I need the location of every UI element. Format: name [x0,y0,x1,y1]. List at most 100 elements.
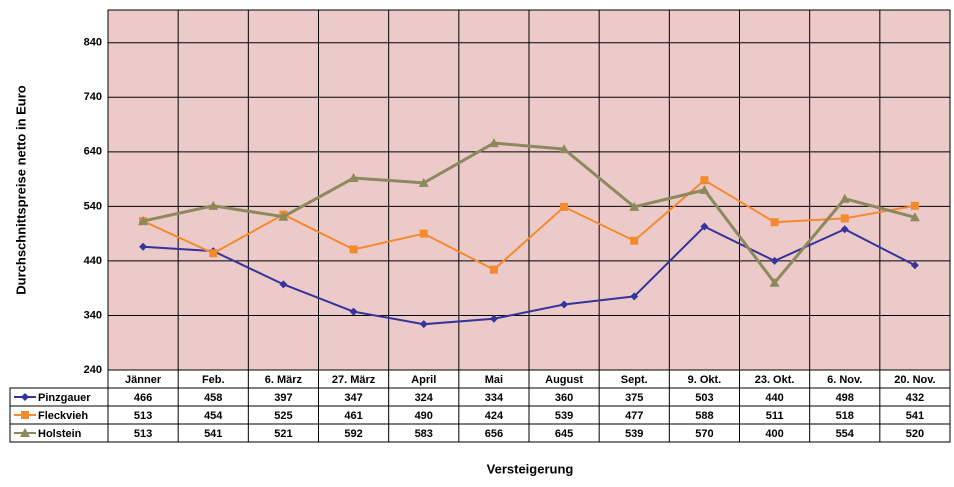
table-value: 458 [204,392,222,404]
category-label: 6. Nov. [827,374,862,386]
category-label: 27. März [332,374,376,386]
marker [629,201,640,211]
marker [839,193,850,203]
marker [419,320,428,329]
table-value: 645 [555,428,573,440]
marker [770,218,779,227]
marker [560,300,569,309]
category-label: 20. Nov. [894,374,935,386]
marker [349,245,358,254]
table-value: 360 [555,392,573,404]
table-value: 432 [906,392,924,404]
table-value: 513 [134,428,152,440]
marker [138,216,149,226]
line-series [142,178,916,271]
marker [559,144,570,154]
table-value: 570 [695,428,713,440]
table-value: 454 [204,410,223,422]
category-label: Jänner [125,374,162,386]
marker [418,177,429,187]
category-label: April [411,374,436,386]
marker [769,277,780,287]
marker [139,242,148,251]
table-value: 521 [274,428,292,440]
category-label: Mai [485,374,503,386]
marker [910,261,919,270]
y-tick-label: 440 [84,255,102,267]
legend-marker [21,411,29,419]
y-tick-label: 340 [84,309,102,321]
marker [278,211,289,221]
line-series [142,141,916,286]
y-axis-label: Durchschnittspreise netto in Euro [13,85,28,295]
marker [630,292,639,301]
marker [840,214,849,223]
marker [209,249,218,258]
table-value: 541 [204,428,222,440]
marker [349,307,358,316]
y-tick-label: 840 [84,37,102,49]
category-label: 9. Okt. [688,374,722,386]
marker [700,222,709,231]
table-value: 466 [134,392,152,404]
table-value: 498 [836,392,854,404]
table-value: 324 [415,392,434,404]
table-value: 490 [415,410,433,422]
table-value: 554 [836,428,855,440]
legend-label: Fleckvieh [38,410,88,422]
legend-marker [21,393,29,401]
table-value: 477 [625,410,643,422]
table-value: 347 [344,392,362,404]
category-label: August [545,374,583,386]
y-tick-label: 740 [84,91,102,103]
y-tick-label: 540 [84,200,102,212]
marker [630,236,639,245]
table-value: 503 [695,392,713,404]
marker [489,265,498,274]
table-value: 440 [765,392,783,404]
legend-label: Pinzgauer [38,392,91,404]
marker [419,229,428,238]
marker [560,202,569,211]
marker [699,185,710,194]
table-value: 375 [625,392,643,404]
table-value: 461 [344,410,362,422]
table-value: 397 [274,392,292,404]
table-value: 334 [485,392,504,404]
table-value: 592 [344,428,362,440]
line-series [143,225,916,326]
table-value: 400 [765,428,783,440]
table-value: 541 [906,410,924,422]
legend-marker [20,428,30,437]
table-value: 588 [695,410,713,422]
x-axis-label: Versteigerung [487,461,574,476]
table-value: 513 [134,410,152,422]
marker [909,212,920,222]
marker [488,138,499,148]
table-value: 539 [625,428,643,440]
marker [770,256,779,265]
table-value: 518 [836,410,854,422]
table-value: 424 [485,410,504,422]
marker [910,201,919,210]
marker [208,200,219,210]
category-label: 6. März [265,374,303,386]
table-value: 583 [415,428,433,440]
marker [489,314,498,323]
table-value: 656 [485,428,503,440]
marker [840,225,849,234]
category-label: 23. Okt. [755,374,795,386]
legend-label: Holstein [38,428,82,440]
table-value: 511 [766,410,784,422]
y-tick-label: 240 [84,364,102,376]
marker [279,280,288,289]
marker [348,173,359,182]
category-label: Feb. [202,374,225,386]
table-value: 520 [906,428,924,440]
y-tick-label: 640 [84,146,102,158]
table-value: 539 [555,410,573,422]
table-value: 525 [274,410,292,422]
category-label: Sept. [621,374,648,386]
marker [700,176,709,185]
